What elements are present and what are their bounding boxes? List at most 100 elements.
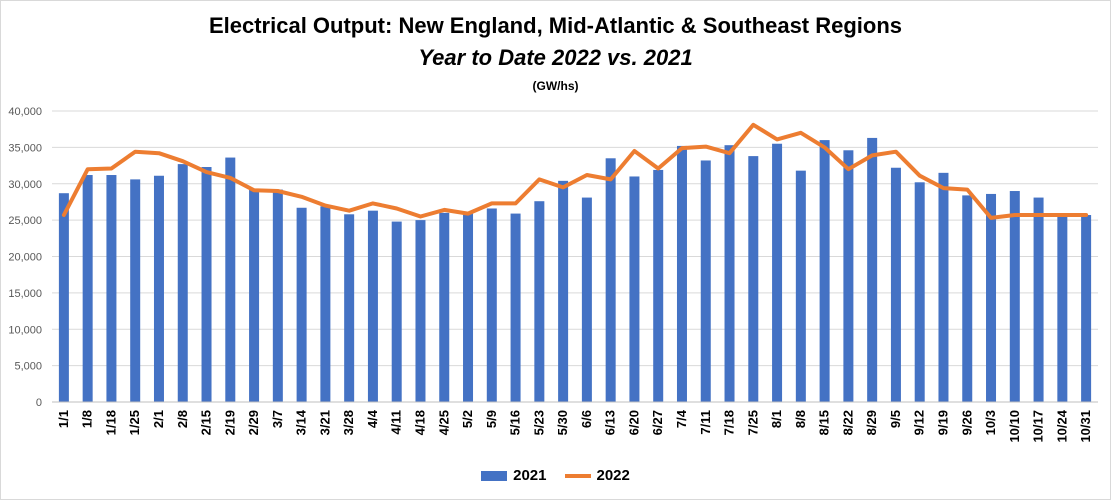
bar-2021 xyxy=(867,137,878,403)
x-tick-label: 3/28 xyxy=(341,410,356,435)
x-tick-label: 5/2 xyxy=(460,410,475,428)
bar-2021 xyxy=(320,206,331,402)
x-tick-label: 1/1 xyxy=(56,410,71,428)
bar-2021 xyxy=(581,197,592,402)
bar-2021 xyxy=(225,157,236,402)
legend-label-2021: 2021 xyxy=(513,467,547,484)
x-tick-label: 3/7 xyxy=(270,410,285,428)
x-tick-label: 8/1 xyxy=(769,410,784,428)
bar-2021 xyxy=(106,175,117,402)
x-tick-label: 6/6 xyxy=(579,410,594,428)
legend-label-2022: 2022 xyxy=(596,467,630,484)
y-tick-label: 35,000 xyxy=(8,142,42,154)
bar-2021 xyxy=(724,145,735,402)
bar-2021 xyxy=(986,193,997,402)
legend-swatch-bar xyxy=(481,470,508,481)
x-tick-label: 9/12 xyxy=(912,410,927,435)
y-tick-label: 10,000 xyxy=(8,324,42,336)
bar-2021 xyxy=(914,182,925,402)
y-tick-label: 0 xyxy=(36,397,42,409)
x-tick-label: 1/8 xyxy=(80,410,95,428)
bar-2021 xyxy=(463,212,474,402)
x-tick-label: 8/29 xyxy=(864,410,879,435)
chart-title: Electrical Output: New England, Mid-Atla… xyxy=(208,13,903,38)
bar-2021 xyxy=(558,180,569,402)
bar-2021 xyxy=(843,150,854,402)
x-tick-label: 4/18 xyxy=(412,410,427,435)
x-tick-label: 10/10 xyxy=(1007,410,1022,443)
x-tick-label: 5/16 xyxy=(508,410,523,435)
bar-2021 xyxy=(249,189,260,402)
x-tick-label: 4/4 xyxy=(365,409,380,428)
bar-2021 xyxy=(629,176,640,402)
chart-subtitle: Year to Date 2022 vs. 2021 xyxy=(418,45,693,70)
x-tick-label: 1/25 xyxy=(127,410,142,435)
bar-2021 xyxy=(201,167,212,402)
bar-2021 xyxy=(700,160,711,402)
x-tick-label: 7/25 xyxy=(745,410,760,435)
x-tick-label: 9/19 xyxy=(935,410,950,435)
y-tick-label: 40,000 xyxy=(8,106,42,118)
x-tick-label: 5/30 xyxy=(555,410,570,435)
legend-item-2022: 2022 xyxy=(564,467,630,484)
bar-2021 xyxy=(391,221,402,402)
bar-2021 xyxy=(1033,197,1044,402)
bar-2021 xyxy=(415,220,426,402)
bar-2021 xyxy=(795,170,806,402)
bar-2021 xyxy=(367,210,378,402)
x-tick-label: 5/23 xyxy=(531,410,546,435)
x-tick-label: 6/27 xyxy=(650,410,665,435)
x-tick-label: 6/20 xyxy=(626,410,641,435)
bar-2021 xyxy=(534,201,545,402)
x-tick-label: 8/15 xyxy=(817,410,832,435)
y-tick-label: 30,000 xyxy=(8,179,42,191)
bar-2021 xyxy=(272,189,283,402)
bar-2021 xyxy=(82,175,93,402)
bar-2021 xyxy=(605,158,616,402)
legend-item-2021: 2021 xyxy=(481,467,547,484)
chart-units: (GW/hs) xyxy=(532,79,579,93)
y-tick-label: 20,000 xyxy=(8,252,42,264)
x-tick-label: 10/24 xyxy=(1054,409,1069,442)
bar-2021 xyxy=(748,156,759,402)
x-tick-label: 2/19 xyxy=(222,410,237,435)
bar-2021 xyxy=(1057,215,1068,402)
bar-2021 xyxy=(819,140,830,402)
bar-2021 xyxy=(676,145,687,403)
x-tick-label: 10/31 xyxy=(1078,410,1093,443)
x-tick-label: 9/5 xyxy=(888,410,903,428)
y-tick-label: 15,000 xyxy=(8,288,42,300)
x-tick-label: 8/8 xyxy=(793,410,808,428)
x-tick-label: 2/29 xyxy=(246,410,261,435)
x-tick-label: 3/21 xyxy=(317,410,332,435)
x-tick-label: 7/18 xyxy=(722,410,737,435)
bar-2021 xyxy=(153,175,164,402)
bar-2021 xyxy=(772,143,783,403)
x-tick-label: 3/14 xyxy=(294,409,309,435)
bar-2021 xyxy=(439,212,450,402)
x-tick-label: 7/11 xyxy=(698,410,713,435)
line-2022 xyxy=(61,122,1089,220)
x-tick-label: 5/9 xyxy=(484,410,499,428)
x-tick-label: 8/22 xyxy=(840,410,855,435)
bar-2021 xyxy=(890,167,901,402)
legend: 2021 2022 xyxy=(0,467,1111,484)
x-tick-label: 4/25 xyxy=(436,410,451,435)
bar-2021 xyxy=(1009,191,1020,402)
bar-2021 xyxy=(1081,215,1092,402)
y-tick-label: 25,000 xyxy=(8,215,42,227)
bar-2021 xyxy=(962,195,973,402)
x-tick-label: 10/3 xyxy=(983,410,998,435)
legend-swatch-line xyxy=(564,473,591,478)
x-tick-label: 2/1 xyxy=(151,410,166,428)
bar-2021 xyxy=(130,179,141,402)
x-tick-label: 1/18 xyxy=(103,410,118,435)
x-tick-label: 2/15 xyxy=(199,410,214,435)
x-tick-label: 4/11 xyxy=(389,410,404,435)
bar-2021 xyxy=(486,208,497,402)
y-tick-label: 5,000 xyxy=(14,361,42,373)
x-tick-label: 6/13 xyxy=(603,410,618,435)
x-tick-label: 2/8 xyxy=(175,410,190,428)
bar-2021 xyxy=(938,172,949,402)
